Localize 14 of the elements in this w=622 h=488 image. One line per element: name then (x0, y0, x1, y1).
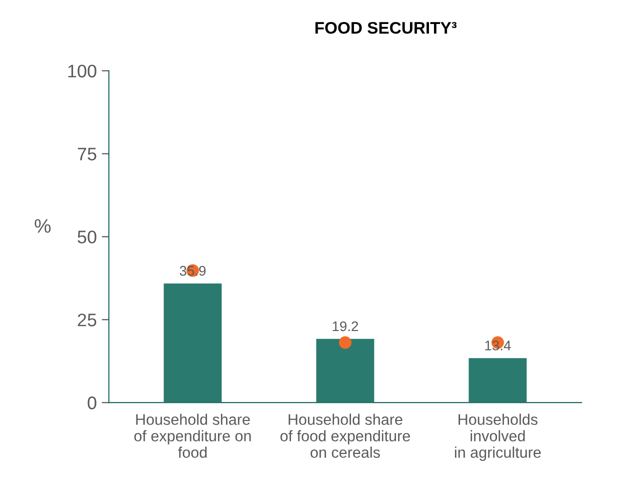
bar (468, 358, 527, 403)
data-label: 19.2 (332, 321, 358, 332)
x-tick-label: Households involved in agriculture (454, 414, 541, 461)
y-tick-label: 50 (78, 230, 96, 244)
x-tick-label: Household share of expenditure on food (134, 414, 251, 458)
y-axis-title: % (34, 219, 51, 233)
chart-title: FOOD SECURITY³ (315, 22, 457, 34)
y-tick-label: 0 (88, 396, 96, 410)
y-tick-label: 25 (78, 314, 96, 326)
y-tick-label: 75 (78, 148, 96, 160)
bar (316, 338, 374, 403)
bar (164, 283, 222, 403)
y-tick-label: 100 (68, 64, 96, 78)
x-tick-label: Household share of food expenditure on cereals (280, 414, 410, 458)
